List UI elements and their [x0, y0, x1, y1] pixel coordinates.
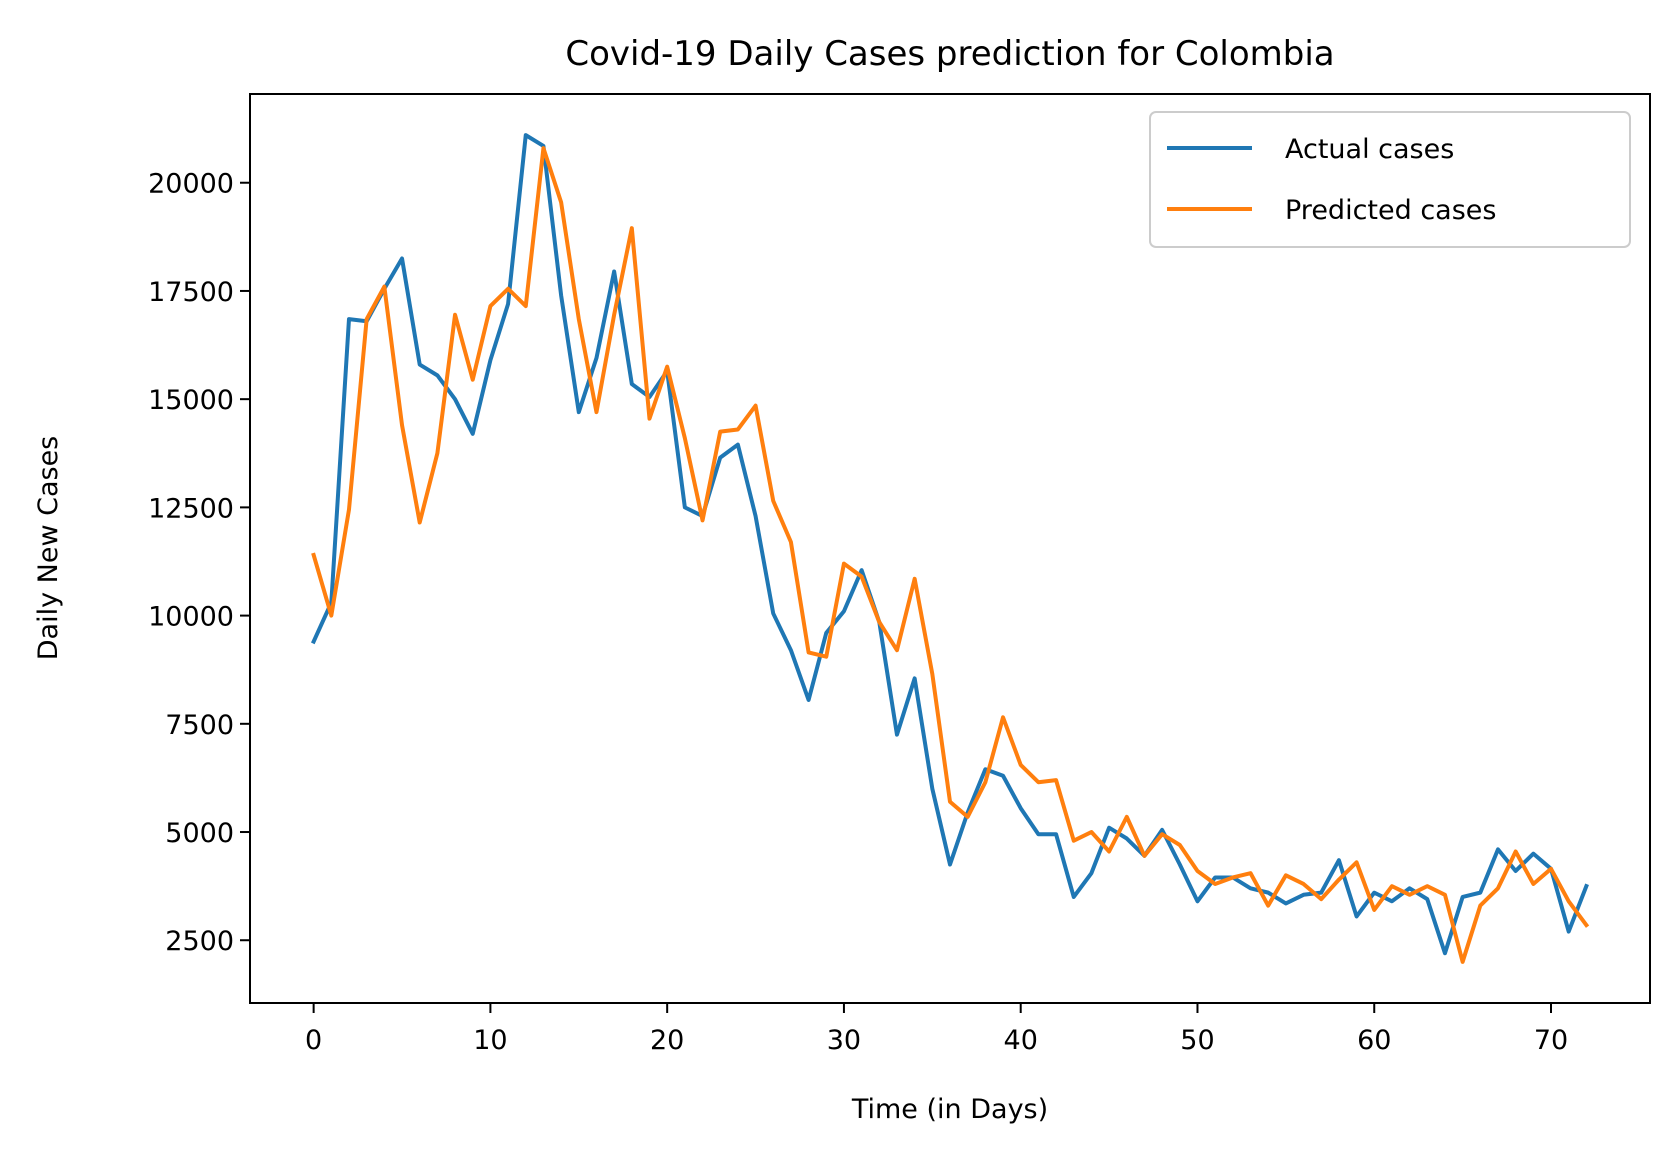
x-tick-label: 30 [827, 1025, 861, 1056]
series-line-predicted [311, 146, 1590, 964]
x-tick-label: 10 [473, 1025, 507, 1056]
y-tick-label: 15000 [148, 385, 234, 416]
x-tick-label: 40 [1004, 1025, 1038, 1056]
x-tick-label: 20 [650, 1025, 684, 1056]
y-tick-label: 17500 [148, 277, 234, 308]
legend-label-actual: Actual cases [1285, 134, 1454, 165]
legend: Actual cases Predicted cases [1149, 111, 1631, 248]
y-axis: 2500 5000 7500 10000 12500 15000 17500 20000 [148, 169, 250, 957]
legend-label-predicted: Predicted cases [1285, 195, 1496, 226]
series-layer [310, 133, 1590, 964]
y-tick-label: 2500 [165, 926, 234, 957]
x-axis: 0 10 20 30 40 50 60 70 [305, 1003, 1568, 1056]
plot-area-frame [249, 93, 1651, 1004]
x-tick-label: 50 [1180, 1025, 1214, 1056]
y-tick-label: 5000 [165, 818, 234, 849]
y-axis-label: Daily New Cases [33, 436, 64, 661]
legend-box [1149, 111, 1631, 248]
x-axis-label: Time (in Days) [851, 1094, 1048, 1125]
y-tick-label: 20000 [148, 169, 234, 200]
y-tick-label: 7500 [165, 710, 234, 741]
x-tick-label: 0 [305, 1025, 322, 1056]
series-line-actual [310, 133, 1589, 956]
y-tick-label: 12500 [148, 493, 234, 524]
y-tick-label: 10000 [148, 602, 234, 633]
chart-title: Covid-19 Daily Cases prediction for Colo… [565, 34, 1334, 74]
x-tick-label: 60 [1357, 1025, 1391, 1056]
x-tick-label: 70 [1534, 1025, 1568, 1056]
